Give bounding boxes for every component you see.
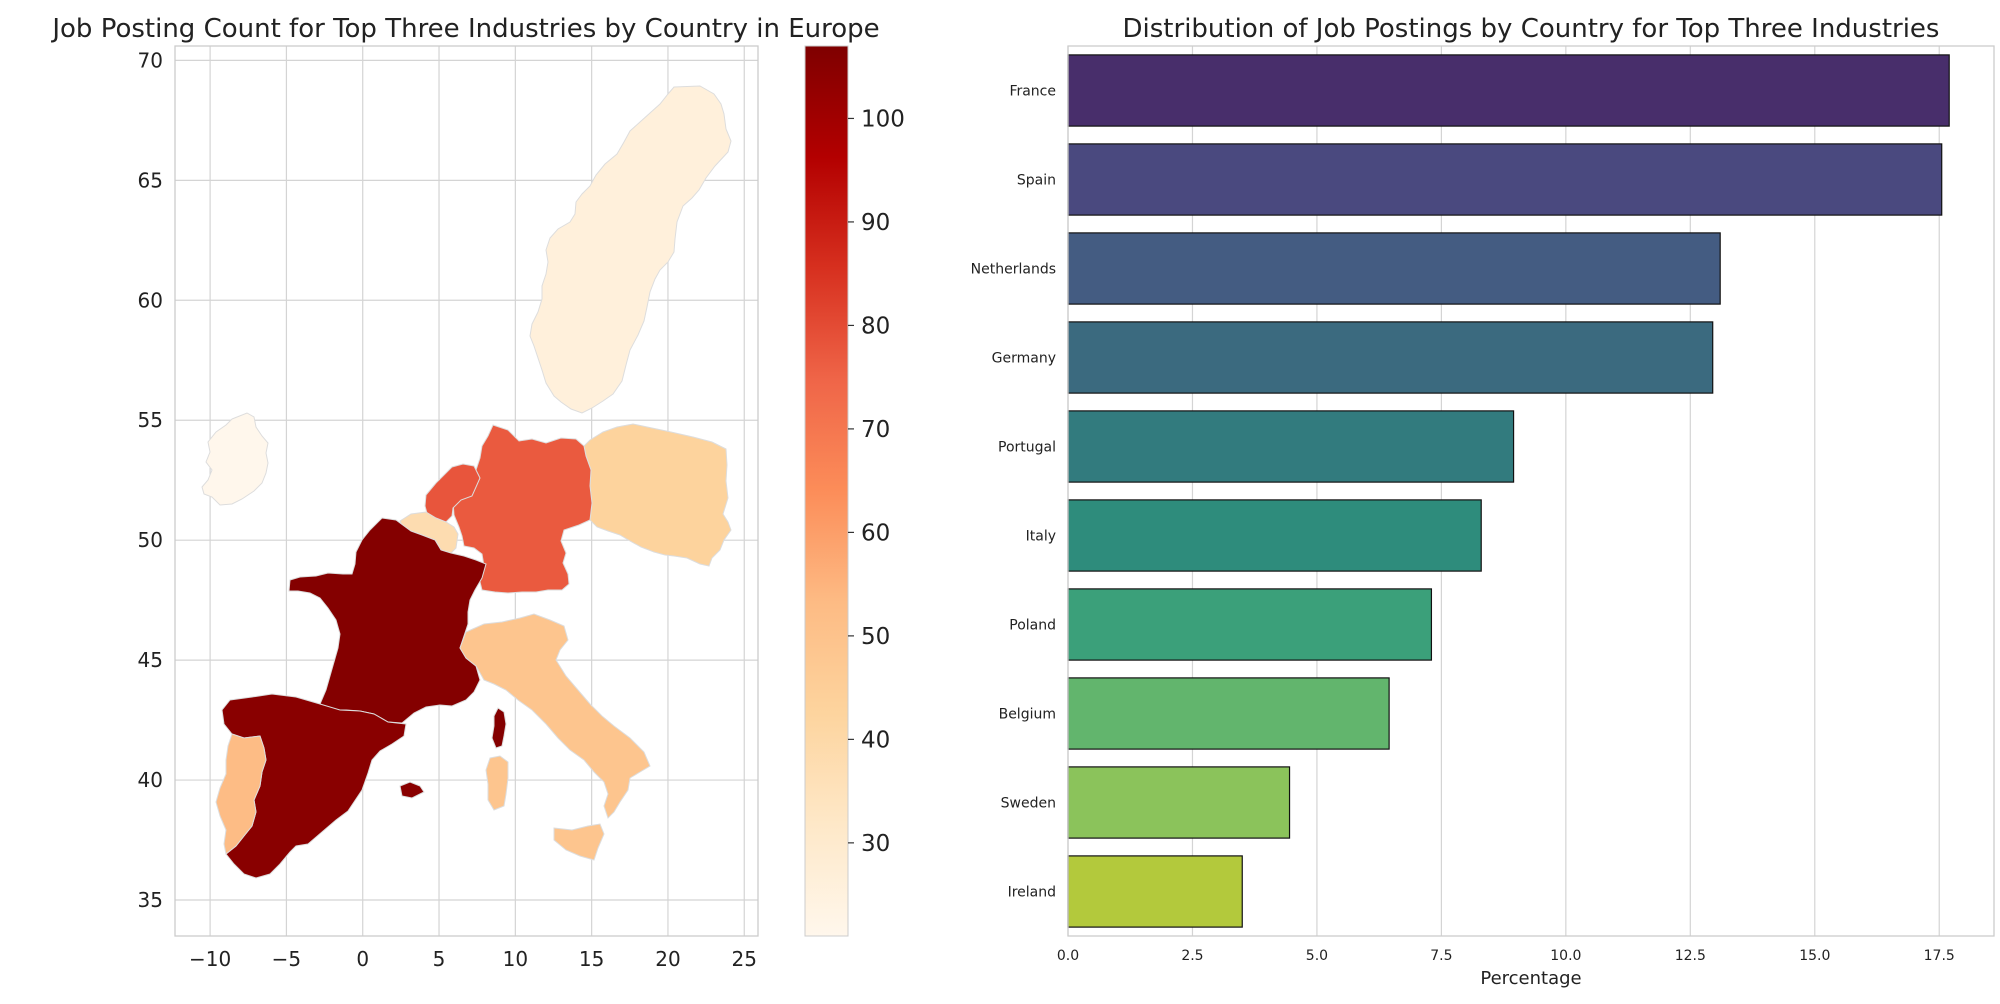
bar-netherlands[interactable]: [1067, 232, 1721, 305]
region-poland[interactable]: [583, 423, 732, 567]
map-y-axis: 35 40 45 50 55 60 65 70: [138, 48, 163, 912]
colorbar-tick-label: 60: [861, 520, 890, 546]
bar-x-tick-label: 10.0: [1550, 948, 1581, 964]
region-spain-baleares[interactable]: [399, 781, 425, 799]
region-italy-sardinia[interactable]: [485, 755, 509, 811]
bar-sweden[interactable]: [1067, 766, 1291, 839]
map-y-tick-label: 70: [138, 48, 163, 72]
region-sweden[interactable]: [529, 85, 732, 414]
bar-x-tick-label: 17.5: [1924, 948, 1955, 964]
map-x-tick-label: 0: [356, 947, 369, 971]
map-countries: [201, 85, 732, 879]
map-y-tick-label: 40: [138, 768, 163, 792]
colorbar-tick-label: 50: [861, 624, 890, 650]
bar-frame: [1067, 45, 1995, 937]
bar-y-tick-label: Portugal: [998, 440, 1056, 456]
region-ireland[interactable]: [201, 412, 269, 506]
bar-x-tick-label: 15.0: [1799, 948, 1830, 964]
bar-y-tick-label: Sweden: [1001, 796, 1056, 812]
bar-x-tick-label: 5.0: [1306, 948, 1328, 964]
map-x-tick-label: 10: [503, 947, 528, 971]
colorbar-tick-label: 90: [861, 210, 890, 236]
colorbar-tick-label: 100: [861, 106, 905, 132]
map-y-tick-label: 50: [138, 528, 163, 552]
bar-x-axis-label: Percentage: [1480, 968, 1581, 989]
region-portugal[interactable]: [215, 733, 267, 855]
bar-chart-title: Distribution of Job Postings by Country …: [1123, 14, 1940, 44]
bar-germany[interactable]: [1067, 321, 1714, 394]
map-y-tick-label: 65: [138, 168, 163, 192]
map-y-tick-label: 35: [138, 888, 163, 912]
bar-italy[interactable]: [1067, 499, 1482, 572]
map-x-tick-label: 20: [655, 947, 680, 971]
map-x-axis: −10 −5 0 5 10 15 20 25: [189, 947, 757, 971]
bar-ireland[interactable]: [1067, 855, 1243, 928]
map-chart: Job Posting Count for Top Three Industri…: [50, 14, 905, 971]
colorbar-gradient: [804, 45, 849, 937]
map-x-tick-label: 5: [433, 947, 446, 971]
bar-belgium[interactable]: [1067, 677, 1390, 750]
colorbar-tick-label: 40: [861, 727, 890, 753]
bar-y-tick-label: Spain: [1017, 173, 1056, 189]
bar-series: [1067, 54, 1950, 928]
map-y-tick-label: 60: [138, 288, 163, 312]
bar-y-tick-label: Italy: [1026, 529, 1056, 545]
region-france-corsica[interactable]: [491, 707, 507, 749]
map-frame: [174, 45, 759, 937]
bar-france[interactable]: [1067, 54, 1950, 127]
colorbar-ticks: 30 40 50 60 70 80 90 100: [848, 106, 905, 857]
bar-chart: Distribution of Job Postings by Country …: [971, 14, 1995, 989]
region-italy-sicily[interactable]: [553, 823, 605, 861]
bar-x-tick-label: 0.0: [1057, 948, 1079, 964]
map-x-tick-label: 25: [732, 947, 757, 971]
map-y-tick-label: 55: [138, 408, 163, 432]
colorbar-tick-label: 70: [861, 417, 890, 443]
map-x-tick-label: −10: [189, 947, 231, 971]
colorbar: 30 40 50 60 70 80 90 100: [804, 45, 905, 937]
region-france[interactable]: [288, 517, 487, 724]
bar-x-axis: 0.0 2.5 5.0 7.5 10.0 12.5 15.0 17.5: [1057, 948, 1955, 964]
colorbar-tick-label: 30: [861, 831, 890, 857]
bar-x-tick-label: 12.5: [1675, 948, 1706, 964]
bar-y-tick-label: Poland: [1009, 618, 1056, 634]
bar-y-axis: France Spain Netherlands Germany Portugal Ita…: [971, 84, 1056, 901]
bar-x-tick-label: 2.5: [1181, 948, 1203, 964]
colorbar-tick-label: 80: [861, 313, 890, 339]
bar-y-tick-label: Belgium: [999, 707, 1056, 723]
bar-y-tick-label: France: [1009, 84, 1056, 100]
map-y-tick-label: 45: [138, 648, 163, 672]
region-italy[interactable]: [459, 613, 651, 819]
bar-poland[interactable]: [1067, 588, 1433, 661]
bar-portugal[interactable]: [1067, 410, 1515, 483]
bar-spain[interactable]: [1067, 143, 1943, 216]
bar-y-tick-label: Ireland: [1008, 885, 1056, 901]
bar-y-tick-label: Netherlands: [971, 262, 1056, 278]
map-x-tick-label: −5: [272, 947, 301, 971]
map-title: Job Posting Count for Top Three Industri…: [50, 14, 879, 44]
bar-x-tick-label: 7.5: [1430, 948, 1452, 964]
map-x-tick-label: 15: [579, 947, 604, 971]
bar-y-tick-label: Germany: [992, 351, 1056, 367]
